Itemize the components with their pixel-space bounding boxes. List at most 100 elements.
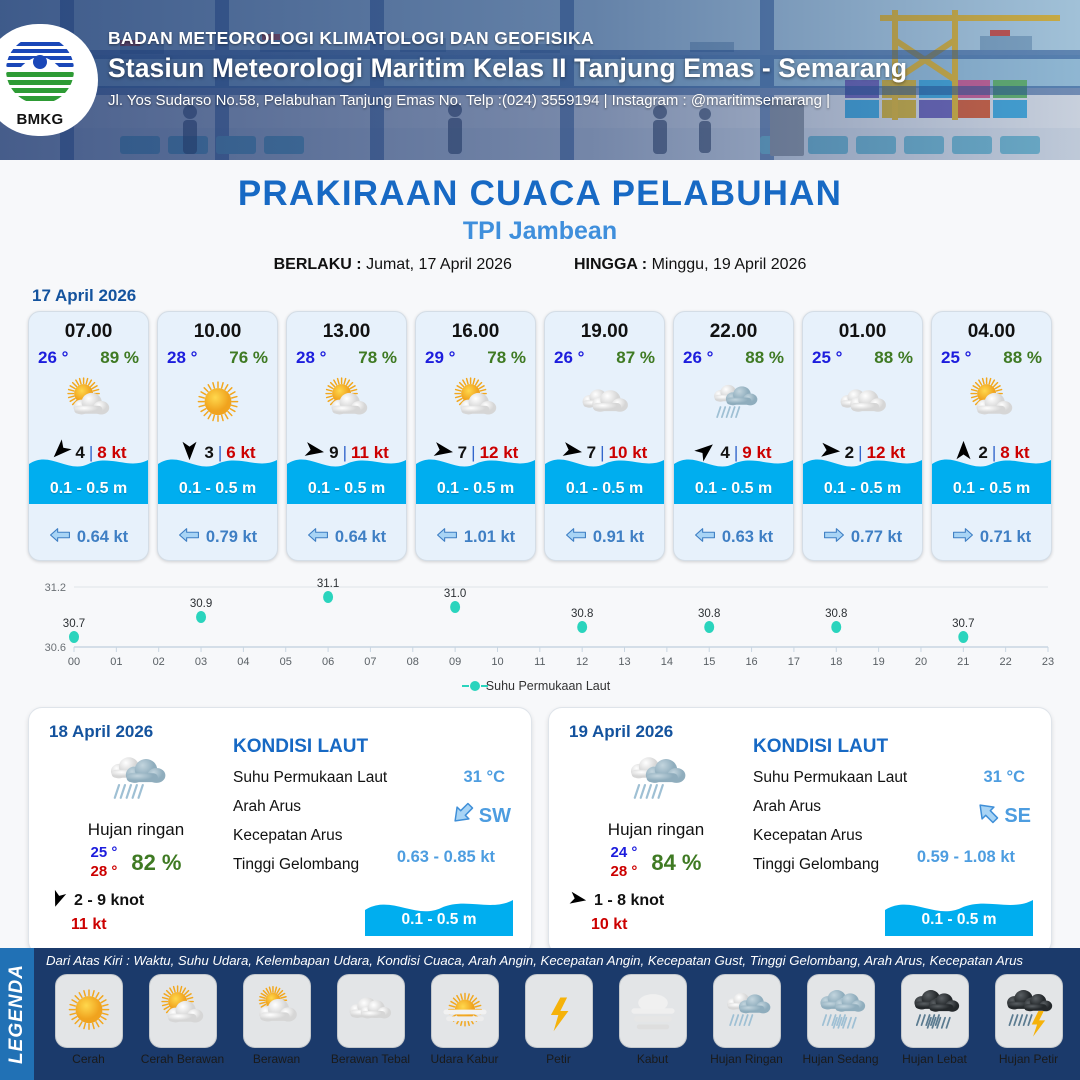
sst-chart-canvas: 31.2 30.600 01 02 03 04 05 06 07 08 09 10 11 12 13 14 15… (45, 578, 1055, 668)
wave-band-graphic (158, 448, 277, 504)
svg-text:30.8: 30.8 (698, 608, 720, 620)
daily-wave-height: 0.1 - 0.5 m (921, 911, 997, 928)
card-hour: 19.00 (580, 321, 629, 342)
daily-forecast-row: 18 April 2026 Hujan ringan 25 ° 28 ° 82 … (0, 693, 1080, 955)
daily-left: 18 April 2026 Hujan ringan 25 ° 28 ° 82 … (45, 722, 227, 940)
daily-sea-conditions: KONDISI LAUT Suhu Permukaan Laut Arah Ar… (747, 722, 1035, 940)
svg-text:20: 20 (915, 656, 927, 668)
svg-text:03: 03 (195, 656, 207, 668)
card-wave-height: 0.1 - 0.5 m (565, 480, 644, 497)
legend-item-label: Cerah (72, 1052, 105, 1066)
legend-item: Udara Kabur (420, 974, 509, 1066)
legend-sidebar-label: LEGENDA (6, 964, 27, 1064)
legend-note: Dari Atas Kiri : Waktu, Suhu Udara, Kele… (46, 953, 1024, 968)
wind-direction-arrow-icon (50, 439, 73, 466)
svg-text:18: 18 (830, 656, 842, 668)
legend-item-label: Udara Kabur (430, 1052, 499, 1066)
legend-icon-hujan-sedang (806, 974, 875, 1048)
current-direction-arrow-icon (952, 527, 974, 548)
daily-left: 19 April 2026 Hujan ringan 24 ° 28 ° 84 … (565, 722, 747, 940)
card-separator: | (991, 443, 997, 462)
sea-row-current-speed-label: Kecepatan Arus (233, 827, 343, 844)
daily-humidity: 84 % (651, 849, 702, 875)
legend-item-label: Kabut (636, 1052, 669, 1066)
daily-temp-min: 24 ° (610, 844, 638, 861)
card-temperature: 25 ° (941, 348, 972, 367)
card-temperature: 26 ° (554, 348, 585, 367)
current-direction-arrow-icon (565, 527, 587, 548)
card-wind-speed: 7 (457, 443, 468, 462)
hourly-card: 01.00 25 ° 88 % 2 | 12 kt 0.1 - 0.5 m (802, 311, 923, 561)
legend-item: Berawan Tebal (326, 974, 415, 1066)
page-title: PRAKIRAAN CUACA PELABUHAN (237, 174, 843, 213)
svg-text:13: 13 (618, 656, 630, 668)
legend-icon-berawan-sun (242, 974, 311, 1048)
sst-chart: 31.2 30.6 00 01 02 03 04 05 06 07 08 09 10 11 12 13 14 15… (22, 575, 1058, 675)
daily-temp-max: 28 ° (610, 862, 638, 880)
card-hour: 16.00 (451, 321, 500, 342)
sea-row-current-dir-label: Arah Arus (753, 798, 822, 815)
svg-text:30.7: 30.7 (952, 618, 974, 630)
card-humidity: 76 % (229, 348, 268, 367)
legend-footer: LEGENDA Dari Atas Kiri : Waktu, Suhu Uda… (0, 948, 1080, 1080)
valid-until-label: HINGGA : (573, 256, 648, 273)
svg-text:05: 05 (280, 656, 292, 668)
hourly-forecast-cards: 07.00 26 ° 89 % 4 | 8 kt 0.1 - 0.5 m 0.6… (0, 311, 1080, 561)
legend-icon-petir (524, 974, 593, 1048)
card-wind-speed: 3 (204, 443, 214, 462)
card-humidity: 87 % (616, 348, 655, 367)
svg-text:07: 07 (364, 656, 376, 668)
daily-wave-height: 0.1 - 0.5 m (401, 911, 477, 928)
legend-item-label: Berawan Tebal (330, 1052, 411, 1066)
sea-current-direction-value: SW (478, 804, 511, 827)
current-direction-arrow-icon (49, 527, 71, 548)
valid-from-label: BERLAKU : (273, 256, 362, 273)
daily-humidity: 82 % (131, 849, 182, 875)
legend-item: Hujan Ringan (702, 974, 791, 1066)
card-humidity: 89 % (100, 348, 139, 367)
legend-item-label: Berawan (252, 1052, 301, 1066)
chart-legend-marker-icon (461, 681, 488, 691)
station-name: Stasiun Meteorologi Maritim Kelas II Tan… (108, 53, 908, 83)
card-hour: 01.00 (838, 321, 887, 342)
card-current-speed: 0.79 kt (205, 528, 258, 546)
wind-direction-arrow-icon (179, 440, 200, 466)
card-humidity: 78 % (487, 348, 526, 367)
agency-name: BADAN METEOROLOGI KLIMATOLOGI DAN GEOFIS… (108, 28, 595, 48)
card-gust: 12 kt (479, 443, 519, 462)
sea-current-direction-value: SE (1004, 804, 1031, 827)
legend-icon-hujan-ringan (712, 974, 781, 1048)
daily-wave-graphic: 0.1 - 0.5 m (885, 892, 1033, 936)
banner-tint-overlay (0, 0, 1080, 160)
card-gust: 8 kt (97, 443, 127, 462)
card-gust: 6 kt (226, 443, 256, 462)
card-current-speed: 0.71 kt (979, 528, 1032, 546)
sea-sst-value: 31 °C (463, 768, 505, 786)
current-direction-diagonal-arrow-icon (975, 800, 1001, 832)
card-temperature: 29 ° (425, 348, 456, 367)
sea-row-wave-label: Tinggi Gelombang (753, 856, 880, 873)
wind-direction-arrow-icon (304, 440, 325, 466)
daily-gust: 10 kt (591, 915, 628, 933)
card-wind-speed: 2 (844, 443, 855, 462)
card-current-speed: 1.01 kt (463, 528, 516, 546)
svg-text:06: 06 (322, 656, 334, 668)
svg-text:23: 23 (1042, 656, 1054, 668)
daily-date: 19 April 2026 (569, 722, 674, 741)
card-wind-speed: 4 (720, 443, 730, 462)
weather-icon-cerah-berawan (287, 372, 406, 434)
wind-direction-arrow-icon (953, 440, 974, 466)
card-current-speed: 0.77 kt (850, 528, 903, 546)
svg-text:30.7: 30.7 (63, 618, 85, 630)
svg-text:08: 08 (407, 656, 419, 668)
weather-icon-berawan (545, 372, 664, 434)
daily-wind-arrow-icon (569, 890, 587, 913)
card-wave-height: 0.1 - 0.5 m (694, 480, 773, 497)
card-separator: | (600, 443, 605, 462)
wave-band-graphic (803, 448, 922, 504)
daily-gust: 11 kt (71, 915, 107, 933)
legend-item: Cerah Berawan (138, 974, 227, 1066)
svg-text:01: 01 (110, 656, 122, 668)
bmkg-emblem-icon (6, 36, 74, 104)
current-direction-diagonal-arrow-icon (450, 800, 476, 832)
